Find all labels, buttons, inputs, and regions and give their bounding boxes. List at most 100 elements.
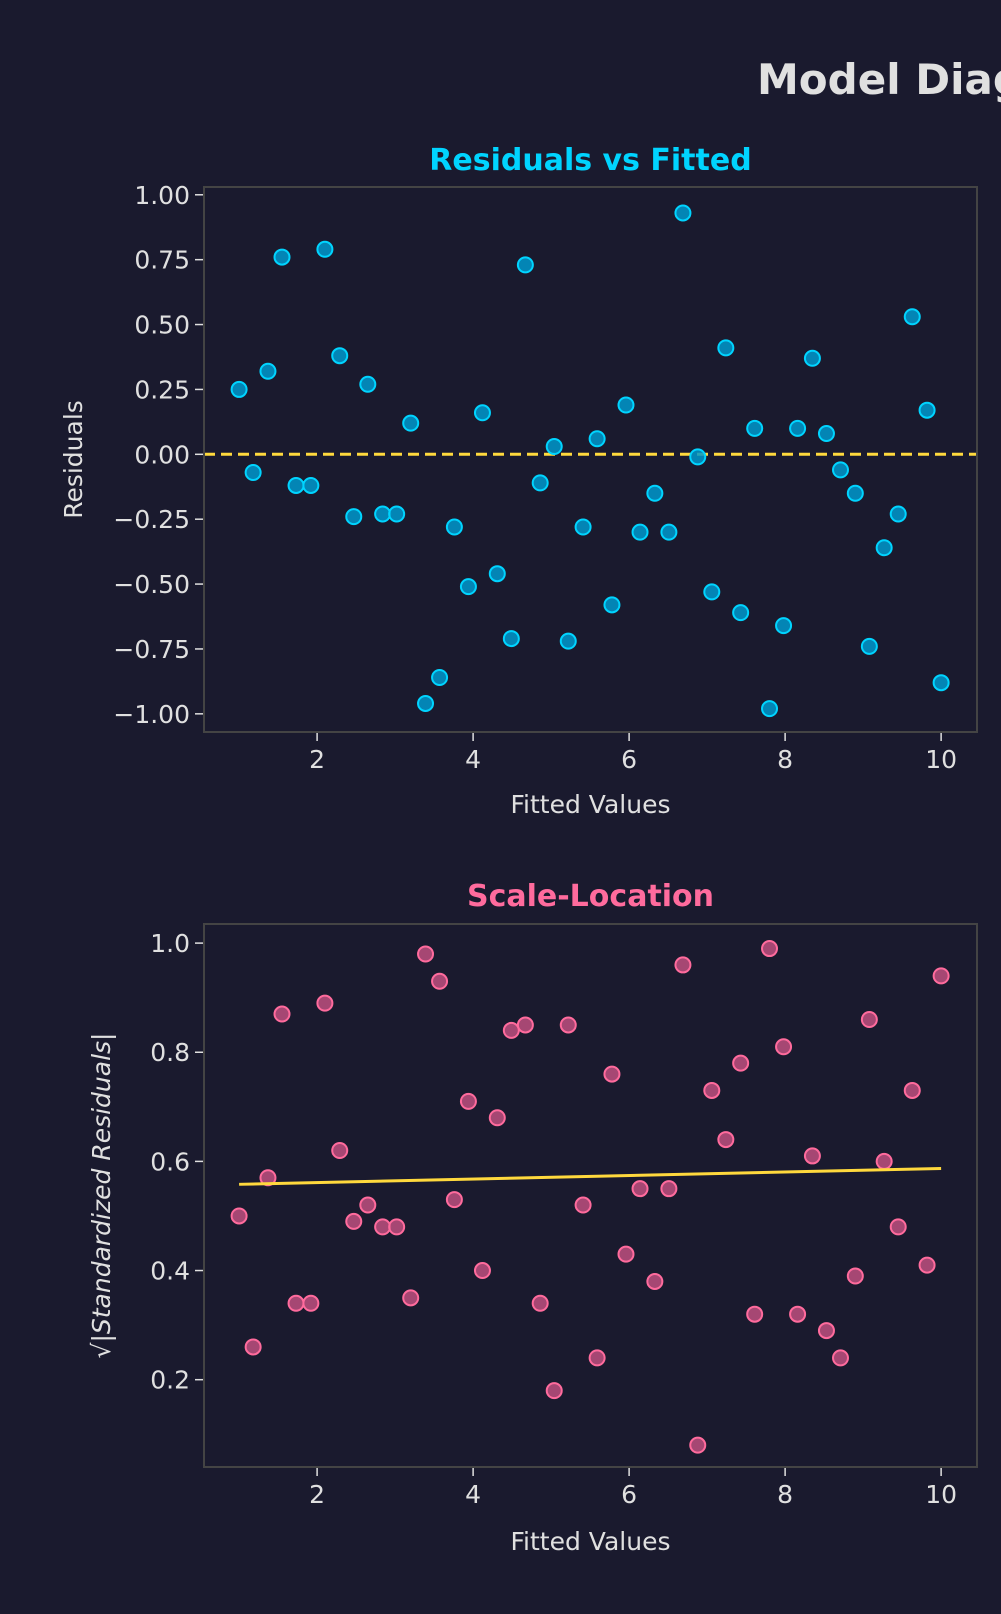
y-tick-label: −0.75 xyxy=(113,635,190,664)
data-point xyxy=(588,1349,606,1367)
data-point xyxy=(359,1196,377,1214)
data-point xyxy=(574,518,592,536)
data-point xyxy=(817,1322,835,1340)
data-point xyxy=(545,438,563,456)
data-point xyxy=(459,578,477,596)
data-point xyxy=(689,1436,707,1454)
data-point xyxy=(717,339,735,357)
data-point xyxy=(331,1141,349,1159)
data-point xyxy=(531,474,549,492)
data-point xyxy=(889,1218,907,1236)
x-axis-label: Fitted Values xyxy=(511,790,671,819)
data-point xyxy=(359,375,377,393)
data-point xyxy=(831,1349,849,1367)
y-axis-label: √|Standardized Residuals| xyxy=(87,1033,116,1359)
x-axis-label: Fitted Values xyxy=(511,1527,671,1556)
axes-frame xyxy=(203,186,978,733)
data-point xyxy=(516,256,534,274)
data-point xyxy=(646,484,664,502)
data-point xyxy=(516,1016,534,1034)
data-point xyxy=(445,1191,463,1209)
data-point xyxy=(588,430,606,448)
y-axis-label: Residuals xyxy=(59,400,88,519)
data-point xyxy=(502,1021,520,1039)
data-point xyxy=(617,1245,635,1263)
data-point xyxy=(703,583,721,601)
axes-frame xyxy=(203,923,978,1468)
y-tick-label: 0.00 xyxy=(134,440,190,469)
data-point xyxy=(875,1152,893,1170)
data-point xyxy=(287,476,305,494)
data-point xyxy=(230,1207,248,1225)
data-point xyxy=(345,1212,363,1230)
data-point xyxy=(259,1169,277,1187)
x-tick-label: 2 xyxy=(309,745,325,774)
data-point xyxy=(316,240,334,258)
data-point xyxy=(860,1011,878,1029)
data-point xyxy=(417,694,435,712)
y-tick-label: 0.8 xyxy=(150,1038,190,1067)
data-point xyxy=(860,637,878,655)
data-point xyxy=(789,1305,807,1323)
data-point xyxy=(459,1092,477,1110)
y-tick-label: 0.75 xyxy=(134,246,190,275)
y-tick-label: −0.25 xyxy=(113,505,190,534)
data-point xyxy=(660,1180,678,1198)
x-tick-label: 6 xyxy=(621,1480,637,1509)
data-point xyxy=(559,632,577,650)
x-tick-label: 4 xyxy=(465,745,481,774)
data-point xyxy=(703,1081,721,1099)
data-point xyxy=(431,972,449,990)
data-point xyxy=(273,248,291,266)
data-point xyxy=(631,523,649,541)
data-point xyxy=(932,674,950,692)
data-point xyxy=(689,448,707,466)
data-point xyxy=(531,1294,549,1312)
x-tick-label: 4 xyxy=(465,1480,481,1509)
data-point xyxy=(932,967,950,985)
x-tick-label: 10 xyxy=(925,745,957,774)
data-point xyxy=(244,463,262,481)
data-point xyxy=(617,396,635,414)
data-point xyxy=(488,1109,506,1127)
data-point xyxy=(388,1218,406,1236)
data-point xyxy=(789,419,807,437)
data-point xyxy=(287,1294,305,1312)
data-point xyxy=(388,505,406,523)
data-point xyxy=(717,1131,735,1149)
data-point xyxy=(846,1267,864,1285)
data-point xyxy=(918,1256,936,1274)
y-tick-label: 0.50 xyxy=(134,311,190,340)
trend-line xyxy=(239,1166,942,1186)
data-point xyxy=(803,1147,821,1165)
x-tick-label: 8 xyxy=(777,745,793,774)
data-point xyxy=(331,347,349,365)
data-point xyxy=(846,484,864,502)
data-point xyxy=(502,630,520,648)
data-point xyxy=(831,461,849,479)
y-tick-label: −0.50 xyxy=(113,570,190,599)
data-point xyxy=(259,362,277,380)
data-point xyxy=(631,1180,649,1198)
data-point xyxy=(875,539,893,557)
data-point xyxy=(273,1005,291,1023)
data-point xyxy=(374,505,392,523)
data-point xyxy=(674,956,692,974)
data-point xyxy=(559,1016,577,1034)
data-point xyxy=(732,1054,750,1072)
data-point xyxy=(302,1294,320,1312)
data-point xyxy=(417,945,435,963)
y-tick-label: 0.25 xyxy=(134,375,190,404)
data-point xyxy=(746,419,764,437)
x-tick-label: 6 xyxy=(621,745,637,774)
data-point xyxy=(402,1289,420,1307)
data-point xyxy=(302,476,320,494)
y-tick-label: 1.0 xyxy=(150,929,190,958)
chart-title: Scale-Location xyxy=(467,879,714,914)
data-point xyxy=(230,380,248,398)
x-tick-label: 2 xyxy=(309,1480,325,1509)
data-point xyxy=(903,308,921,326)
y-tick-label: −1.00 xyxy=(113,700,190,729)
data-point xyxy=(746,1305,764,1323)
